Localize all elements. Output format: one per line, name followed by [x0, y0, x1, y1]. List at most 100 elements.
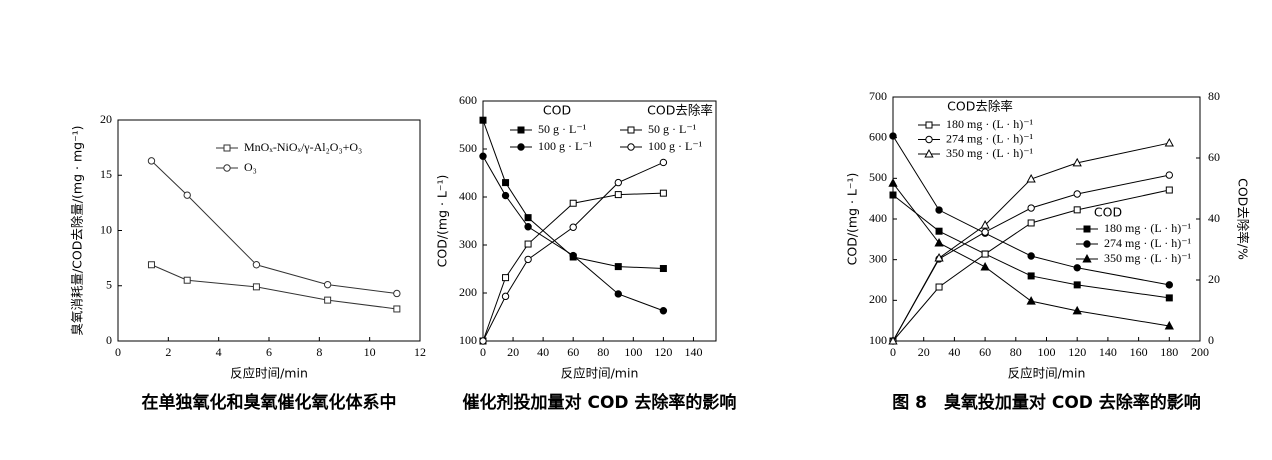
x-tick-label: 60: [979, 345, 991, 359]
marker: [980, 220, 990, 229]
x-tick-label: 140: [684, 345, 702, 359]
marker: [889, 132, 897, 140]
y-tick-label: 0: [106, 333, 112, 347]
legend-label: 100 g · L⁻¹: [648, 139, 703, 153]
x-tick-label: 100: [624, 345, 642, 359]
marker: [888, 178, 898, 187]
legend-label: 274 mg · (L · h)⁻¹: [946, 131, 1034, 145]
x-tick-label: 100: [1038, 345, 1056, 359]
marker: [1165, 186, 1173, 194]
x-tick-label: 4: [216, 345, 222, 359]
legend-marker: [517, 143, 525, 151]
chart: 0 20 40 60 80 100 120 140 100 200 300 400 500 600 反应时间…: [435, 93, 737, 413]
x-tick-label: 160: [1130, 345, 1148, 359]
marker: [981, 250, 989, 258]
y-tick-label: 5: [106, 278, 112, 292]
marker: [659, 307, 668, 315]
legend-label: 274 mg · (L · h)⁻¹: [1104, 236, 1192, 250]
y-tick-label: 400: [459, 189, 477, 203]
marker: [323, 280, 332, 289]
series-line: [151, 264, 397, 310]
x-axis-label: 反应时间/min: [1008, 366, 1086, 381]
marker: [479, 337, 487, 345]
marker: [324, 296, 332, 304]
legend-label: 180 mg · (L · h)⁻¹: [946, 117, 1034, 131]
caption: 图 8 臭氧投加量对 COD 去除率的影响: [892, 392, 1201, 413]
x-tick-label: 12: [414, 345, 426, 359]
marker: [935, 227, 943, 235]
legend-marker: [223, 164, 231, 172]
series-line: [892, 142, 1170, 342]
marker: [1073, 281, 1081, 289]
marker: [501, 292, 510, 301]
marker: [981, 228, 989, 236]
y2-tick-label: 0: [1208, 333, 1214, 347]
legend-title: COD: [1094, 205, 1122, 220]
marker: [501, 191, 510, 200]
marker: [1165, 281, 1174, 289]
x-axis-label: 反应时间/min: [230, 366, 308, 381]
x-tick-label: 20: [507, 345, 519, 359]
x-tick-label: 20: [918, 345, 930, 359]
marker: [252, 283, 260, 291]
legend-label: 350 mg · (L · h)⁻¹: [946, 146, 1034, 160]
marker: [935, 283, 943, 291]
marker: [569, 251, 577, 260]
marker: [888, 335, 898, 345]
marker: [479, 152, 487, 160]
marker: [183, 276, 191, 284]
marker: [147, 261, 155, 269]
chart: 0 2 4 6 8 10 12 0 5 10 15 20 反应时间/min 臭氧消耗量/COD去除量/(m…: [70, 112, 427, 413]
y2-tick-label: 60: [1208, 150, 1220, 164]
series-line: [482, 120, 664, 270]
legend-marker: [223, 144, 231, 152]
legend-marker: [1083, 225, 1091, 233]
marker: [614, 191, 622, 199]
y-tick-label: 200: [869, 292, 887, 306]
legend-title: COD: [543, 103, 571, 118]
y-axis-label: 臭氧消耗量/COD去除量/(mg · mg⁻¹): [70, 125, 85, 335]
marker: [524, 240, 532, 248]
x-tick-label: 120: [1068, 345, 1086, 359]
series-line: [892, 189, 1170, 342]
y2-tick-label: 20: [1208, 272, 1220, 286]
y-axis-label: COD/(mg · L⁻¹): [435, 175, 450, 268]
y-tick-label: 500: [869, 170, 887, 184]
x-tick-label: 40: [948, 345, 960, 359]
marker: [1026, 296, 1036, 305]
series-line: [482, 192, 664, 342]
series-line: [482, 155, 664, 312]
x-tick-label: 120: [654, 345, 672, 359]
x-tick-label: 0: [890, 345, 896, 359]
y-tick-label: 200: [459, 285, 477, 299]
marker: [252, 261, 261, 269]
marker: [502, 179, 510, 187]
marker: [1073, 206, 1081, 214]
marker: [614, 263, 622, 271]
x-tick-label: 10: [364, 345, 376, 359]
y2-axis-label: COD去除率/%: [1236, 178, 1251, 260]
marker: [1164, 138, 1174, 147]
legend-label: 50 g · L⁻¹: [538, 122, 587, 136]
x-tick-label: 180: [1160, 345, 1178, 359]
marker: [1027, 219, 1035, 227]
marker: [934, 252, 944, 262]
x-tick-label: 200: [1191, 345, 1209, 359]
legend-marker: [1083, 240, 1091, 248]
chart: 0 20 40 60 80 100 120 140 160 180 2001002003004005…: [845, 89, 1251, 413]
x-tick-label: 80: [597, 345, 609, 359]
x-tick-label: 0: [115, 345, 121, 359]
y2-tick-label: 80: [1208, 89, 1220, 103]
marker: [1072, 305, 1082, 315]
marker: [659, 265, 667, 273]
caption: 在单独氧化和臭氧催化氧化体系中: [142, 392, 397, 413]
y2-tick-label: 40: [1208, 211, 1220, 225]
y-tick-label: 15: [100, 167, 112, 181]
marker: [614, 290, 622, 298]
series-line: [892, 182, 1170, 327]
x-tick-label: 6: [266, 345, 272, 359]
legend-label: 350 mg · (L · h)⁻¹: [1104, 251, 1192, 265]
marker: [980, 261, 990, 271]
y-tick-label: 600: [869, 129, 887, 143]
